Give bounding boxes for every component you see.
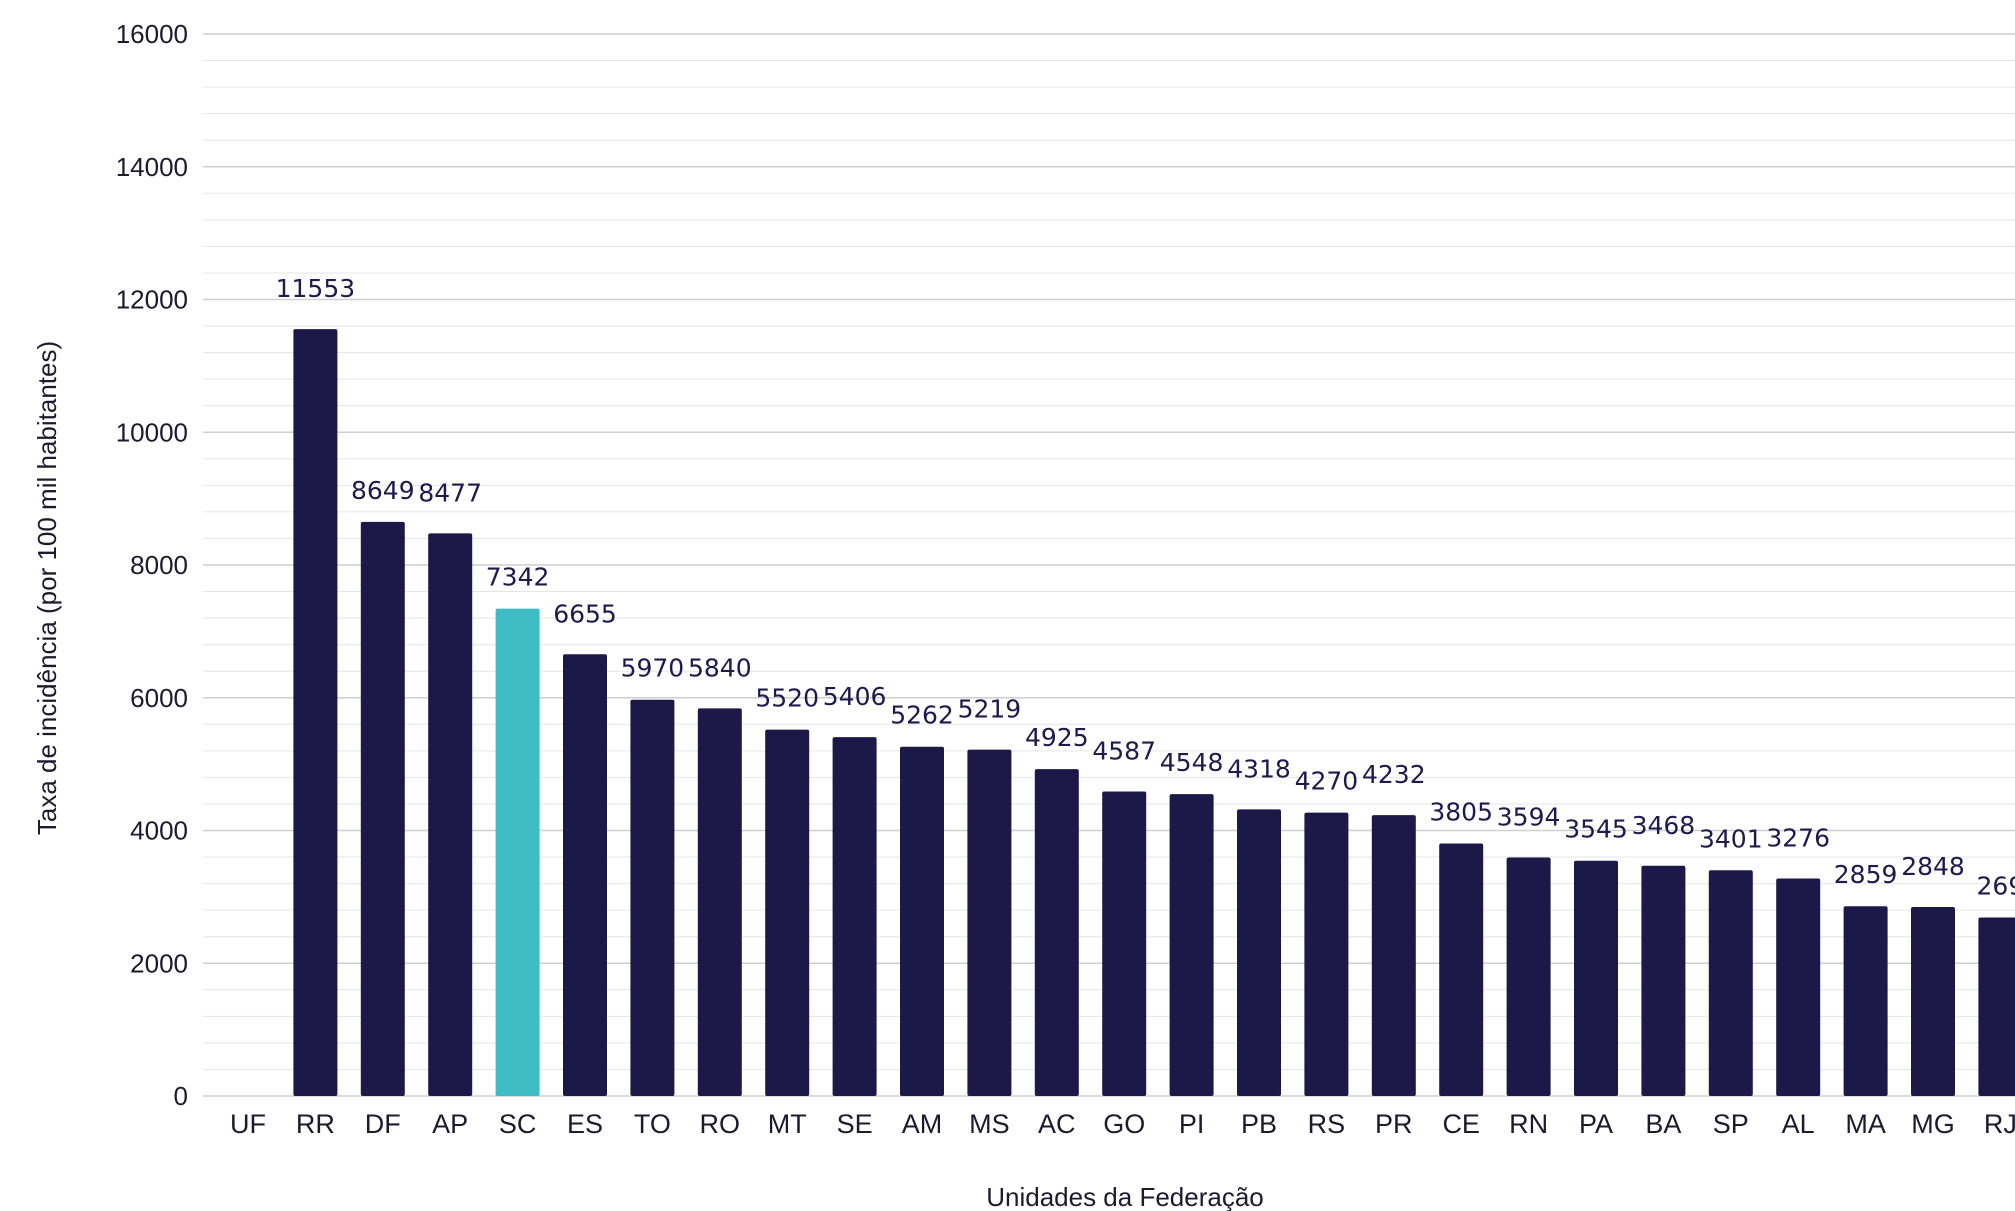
y-axis-ticks: 0 2000 4000 6000 8000 10000 12000 14000 16000 <box>116 19 188 1111</box>
value-label-ro: 5840 <box>688 653 752 682</box>
y-tick-label: 8000 <box>130 550 188 580</box>
value-label-pi: 4548 <box>1160 748 1224 777</box>
x-axis-title: Unidades da Federação <box>986 1182 1264 1211</box>
x-tick-label-ac: AC <box>1038 1109 1076 1139</box>
bar-ro <box>697 708 742 1096</box>
bar-to <box>630 699 675 1096</box>
x-tick-label-al: AL <box>1782 1109 1815 1139</box>
x-tick-label-sc: SC <box>499 1109 537 1139</box>
y-tick-label: 10000 <box>116 417 188 447</box>
bar-go <box>1102 791 1147 1096</box>
x-tick-label-rs: RS <box>1308 1109 1346 1139</box>
bar-mg <box>1911 906 1955 1096</box>
x-tick-label-df: DF <box>365 1109 401 1139</box>
bar-rj <box>1978 917 2015 1096</box>
x-tick-label-go: GO <box>1103 1109 1145 1139</box>
value-label-mt: 5520 <box>755 684 819 713</box>
y-tick-label: 4000 <box>130 816 188 846</box>
value-label-rj: 269 <box>1977 871 2015 900</box>
x-tick-label-mg: MG <box>1911 1109 1955 1139</box>
bar-df <box>360 521 405 1096</box>
x-tick-label-ro: RO <box>700 1109 741 1139</box>
value-label-ba: 3468 <box>1632 811 1696 840</box>
value-label-sp: 3401 <box>1699 824 1763 853</box>
x-tick-label-es: ES <box>567 1109 603 1139</box>
bar-ba <box>1641 865 1686 1096</box>
x-tick-label-am: AM <box>902 1109 943 1139</box>
x-tick-label-mt: MT <box>768 1109 807 1139</box>
value-label-df: 8649 <box>351 476 415 505</box>
bar-sc <box>495 608 540 1096</box>
x-tick-label-pi: PI <box>1179 1109 1205 1139</box>
bar-am <box>900 746 944 1096</box>
value-label-rn: 3594 <box>1497 802 1561 831</box>
bar-al <box>1776 878 1821 1096</box>
bar-mt <box>765 729 810 1096</box>
y-tick-label: 16000 <box>116 19 188 49</box>
bar-se <box>832 737 877 1096</box>
x-tick-label-pa: PA <box>1579 1109 1613 1139</box>
value-label-ap: 8477 <box>418 478 482 507</box>
bar-rs <box>1304 812 1349 1096</box>
bars <box>293 329 2015 1096</box>
y-tick-label: 14000 <box>116 152 188 182</box>
bar-sp <box>1708 870 1753 1096</box>
value-label-se: 5406 <box>823 682 887 711</box>
bar-rr <box>293 329 338 1096</box>
x-tick-label-to: TO <box>634 1109 671 1139</box>
x-axis-ticks: UF RR DF AP SC ES TO RO MT SE AM MS AC GO PI PB RS PR CE RN… <box>230 1109 2015 1139</box>
x-tick-label-ce: CE <box>1442 1109 1480 1139</box>
x-tick-label-ma: MA <box>1845 1109 1886 1139</box>
y-tick-label: 2000 <box>130 948 188 978</box>
y-axis-title: Taxa de incidência (por 100 mil habitant… <box>32 341 62 835</box>
value-label-go: 4587 <box>1092 737 1156 766</box>
x-tick-label-ms: MS <box>969 1109 1010 1139</box>
bar-pb <box>1237 809 1281 1096</box>
bar-ms <box>967 749 1012 1096</box>
y-tick-label: 12000 <box>116 285 188 315</box>
value-label-rs: 4270 <box>1295 767 1359 796</box>
value-label-ce: 3805 <box>1429 797 1493 826</box>
x-tick-label-pb: PB <box>1241 1109 1277 1139</box>
bar-rn <box>1506 857 1551 1096</box>
bar-pr <box>1371 815 1416 1096</box>
value-label-pr: 4232 <box>1362 760 1426 789</box>
y-tick-label: 6000 <box>130 683 188 713</box>
x-tick-label-rj: RJ <box>1984 1109 2015 1139</box>
value-label-al: 3276 <box>1766 824 1830 853</box>
value-label-sc: 7342 <box>486 563 550 592</box>
value-label-pa: 3545 <box>1564 815 1628 844</box>
bar-pi <box>1169 794 1214 1096</box>
value-label-pb: 4318 <box>1227 754 1291 783</box>
x-tick-label-sp: SP <box>1713 1109 1749 1139</box>
bar-pa <box>1574 860 1618 1096</box>
bar-ma <box>1843 906 1888 1096</box>
bar-ac <box>1034 769 1079 1096</box>
x-tick-label-se: SE <box>837 1109 873 1139</box>
x-tick-label-uf: UF <box>230 1109 266 1139</box>
bar-es <box>563 654 607 1096</box>
x-tick-label-ba: BA <box>1645 1109 1681 1139</box>
value-label-ma: 2859 <box>1834 860 1898 889</box>
y-tick-label: 0 <box>174 1081 188 1111</box>
value-label-mg: 2848 <box>1901 852 1965 881</box>
x-tick-label-ap: AP <box>432 1109 468 1139</box>
value-label-ac: 4925 <box>1025 723 1089 752</box>
value-label-rr: 11553 <box>276 274 356 303</box>
value-label-ms: 5219 <box>958 695 1022 724</box>
bar-ce <box>1439 843 1484 1096</box>
x-tick-label-pr: PR <box>1375 1109 1413 1139</box>
value-label-es: 6655 <box>553 599 617 628</box>
bar-ap <box>428 533 473 1096</box>
x-tick-label-rr: RR <box>296 1109 335 1139</box>
x-tick-label-rn: RN <box>1509 1109 1548 1139</box>
value-label-am: 5262 <box>890 701 954 730</box>
value-label-to: 5970 <box>621 654 685 683</box>
